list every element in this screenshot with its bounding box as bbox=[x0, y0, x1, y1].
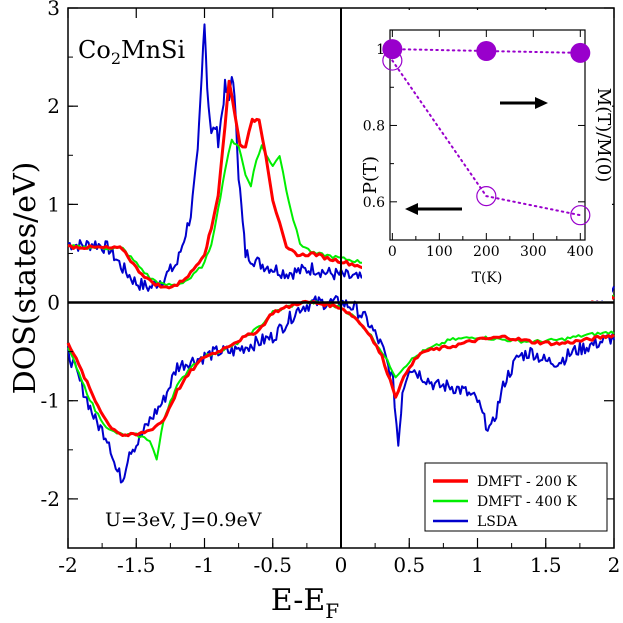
right-axis-arrow-head bbox=[535, 97, 548, 109]
left-axis-arrow-head bbox=[405, 203, 418, 215]
x-tick-label: -1 bbox=[195, 553, 214, 577]
x-tick-label: 1.5 bbox=[530, 553, 562, 577]
x-tick-label: 2 bbox=[608, 553, 621, 577]
inset-plot-frame bbox=[389, 29, 586, 241]
legend-label-lsda: LSDA bbox=[477, 514, 518, 530]
legend-box bbox=[424, 462, 608, 532]
inset-y-tick-label: 0.6 bbox=[363, 195, 385, 211]
compound-rest: MnSi bbox=[121, 36, 185, 64]
legend-label-dmft-400-k: DMFT - 400 K bbox=[477, 494, 577, 510]
params-annotation: U=3eV, J=0.9eV bbox=[105, 509, 262, 531]
main-ticks-group: -2 -1.5 -1 -0.5 0 0.5 1 1.5 2 -2 -1 0 1 2 3 bbox=[41, 0, 621, 577]
inset-x-tick-label: 0 bbox=[388, 244, 397, 260]
y-axis-label: DOS(states/eV) bbox=[8, 162, 43, 395]
compound-annotation: Co2MnSi bbox=[78, 36, 185, 68]
inset-series-group bbox=[382, 39, 591, 226]
legend: DMFT - 200 K DMFT - 400 K LSDA bbox=[424, 462, 608, 532]
inset-y-tick-label: 0.8 bbox=[363, 118, 385, 134]
inset-point-m-t-m-0- bbox=[476, 41, 497, 61]
inset-x-tick-label: 300 bbox=[520, 244, 547, 260]
x-tick-label: -2 bbox=[58, 553, 77, 577]
inset-line-p-t- bbox=[391, 59, 582, 217]
inset-x-tick-label: 400 bbox=[567, 244, 594, 260]
y-tick-label: 0 bbox=[47, 291, 60, 315]
inset-point-p-t- bbox=[570, 205, 591, 226]
inset-point-m-t-m-0- bbox=[382, 39, 403, 60]
x-tick-label: -0.5 bbox=[253, 553, 292, 577]
inset-point-m-t-m-0- bbox=[570, 42, 591, 63]
legend-items: DMFT - 200 K DMFT - 400 K LSDA bbox=[433, 474, 577, 530]
x-tick-label: 1 bbox=[471, 553, 484, 577]
inset-ticks-group: 0 100 200 300 400 0.6 0.8 1 bbox=[363, 30, 594, 260]
inset-right-y-label: M(T)/M(0) bbox=[593, 88, 614, 182]
x-axis-label-sub: F bbox=[325, 599, 339, 623]
compound-sub: 2 bbox=[111, 49, 121, 68]
compound-main: Co bbox=[78, 36, 111, 64]
x-axis-label-main: E-E bbox=[271, 583, 326, 618]
y-tick-label: 3 bbox=[47, 0, 60, 20]
y-tick-label: -2 bbox=[41, 487, 60, 511]
x-tick-label: 0.5 bbox=[393, 553, 425, 577]
x-tick-label: 0 bbox=[335, 553, 348, 577]
inset-left-y-label: P(T) bbox=[360, 156, 381, 194]
inset-point-p-t- bbox=[382, 50, 403, 71]
inset-point-p-t- bbox=[476, 185, 497, 207]
legend-label-dmft-200-k: DMFT - 200 K bbox=[477, 474, 577, 490]
inset-x-tick-label: 200 bbox=[473, 244, 500, 260]
y-tick-label: -1 bbox=[41, 389, 60, 413]
x-axis-label: E-EF bbox=[271, 583, 340, 623]
inset-y-tick-label: 1 bbox=[376, 42, 385, 58]
y-tick-label: 1 bbox=[47, 192, 60, 216]
inset-x-axis-label: T(K) bbox=[472, 270, 503, 286]
inset-chart: 0 100 200 300 400 0.6 0.8 1 T(K) P(T) M(T)/M(0) bbox=[360, 10, 614, 300]
x-tick-label: -1.5 bbox=[117, 553, 156, 577]
y-tick-label: 2 bbox=[47, 94, 60, 118]
inset-x-tick-label: 100 bbox=[426, 244, 453, 260]
